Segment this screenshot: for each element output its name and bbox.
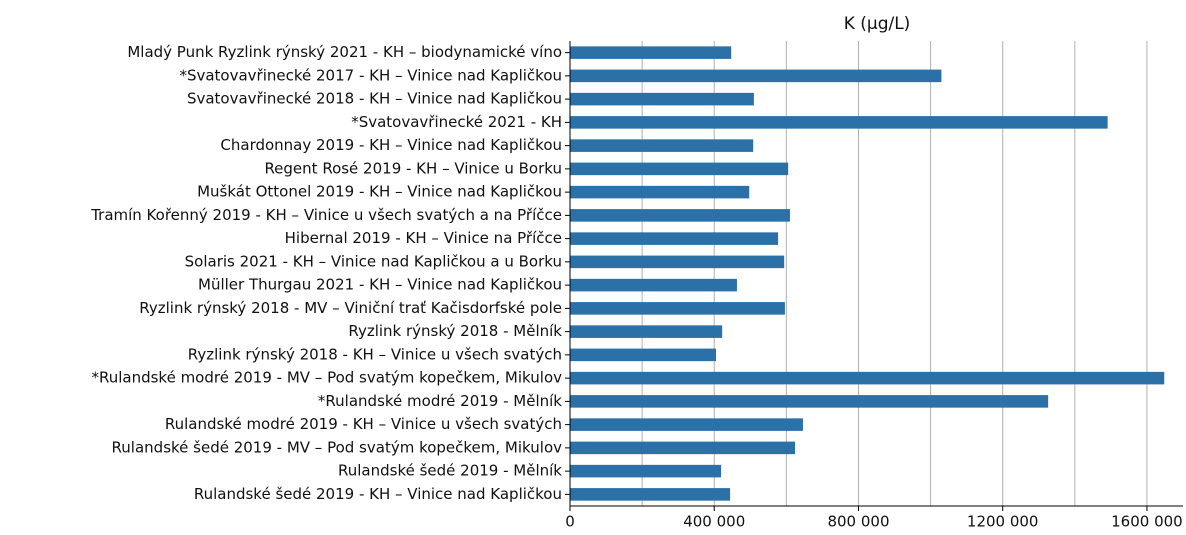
bar — [570, 185, 750, 199]
y-tick-label: *Rulandské modré 2019 - MV – Pod svatým … — [91, 369, 562, 387]
y-tick-label: Rulandské modré 2019 - KH – Vinice u vše… — [165, 415, 562, 433]
x-tick-label: 1200 000 — [967, 513, 1039, 531]
bar — [570, 116, 1108, 129]
bar — [570, 139, 754, 152]
y-tick-label: Rulandské šedé 2019 - KH – Vinice nad Ka… — [194, 485, 562, 503]
bar — [570, 348, 717, 362]
bar — [570, 325, 723, 338]
bar — [570, 162, 789, 176]
chart-title: K (μg/L) — [844, 14, 911, 34]
bar — [570, 92, 754, 106]
y-tick-label: Regent Rosé 2019 - KH – Vinice u Borku — [264, 159, 562, 177]
y-tick-label: Svatovavřinecké 2018 - KH – Vinice nad K… — [187, 90, 562, 108]
bar — [570, 278, 737, 292]
bar — [570, 69, 942, 83]
x-tick-label: 0 — [565, 513, 575, 531]
y-tick-label: *Svatovavřinecké 2017 - KH – Vinice nad … — [179, 66, 562, 84]
bar — [570, 46, 732, 59]
bar — [570, 302, 785, 315]
y-tick-label: Tramín Kořenný 2019 - KH – Vinice u všec… — [90, 206, 562, 224]
y-tick-label: Müller Thurgau 2021 - KH – Vinice nad Ka… — [198, 276, 562, 294]
y-tick-label: Rulandské šedé 2019 - Mělník — [338, 462, 562, 480]
bar — [570, 371, 1165, 385]
y-tick-label: Ryzlink rýnský 2018 - Mělník — [348, 322, 562, 340]
bar — [570, 255, 785, 269]
y-tick-label: Rulandské šedé 2019 - MV – Pod svatým ko… — [112, 438, 563, 456]
bar — [570, 395, 1049, 408]
y-tick-label: Solaris 2021 - KH – Vinice nad Kapličkou… — [185, 252, 562, 270]
bar — [570, 209, 790, 222]
y-tick-label: *Svatovavřinecké 2021 - KH — [351, 113, 562, 131]
bar — [570, 488, 731, 501]
x-tick-label: 1600 000 — [1111, 513, 1183, 531]
bar — [570, 441, 796, 455]
y-tick-label: Muškát Ottonel 2019 - KH – Vinice nad Ka… — [197, 183, 562, 201]
y-tick-label: Mladý Punk Ryzlink rýnský 2021 - KH – bi… — [127, 43, 562, 61]
bar — [570, 418, 803, 431]
bar — [570, 464, 722, 478]
bar — [570, 232, 779, 245]
y-tick-label: *Rulandské modré 2019 - Mělník — [318, 392, 562, 410]
x-tick-label: 400 000 — [683, 513, 745, 531]
y-tick-label: Hibernal 2019 - KH – Vinice na Příčce — [285, 229, 562, 247]
y-tick-label: Ryzlink rýnský 2018 - KH – Vinice u všec… — [188, 345, 562, 363]
y-tick-label: Chardonnay 2019 - KH – Vinice nad Kaplič… — [220, 136, 562, 154]
y-tick-label: Ryzlink rýnský 2018 - MV – Viniční trať … — [139, 299, 562, 317]
x-tick-label: 800 000 — [827, 513, 889, 531]
